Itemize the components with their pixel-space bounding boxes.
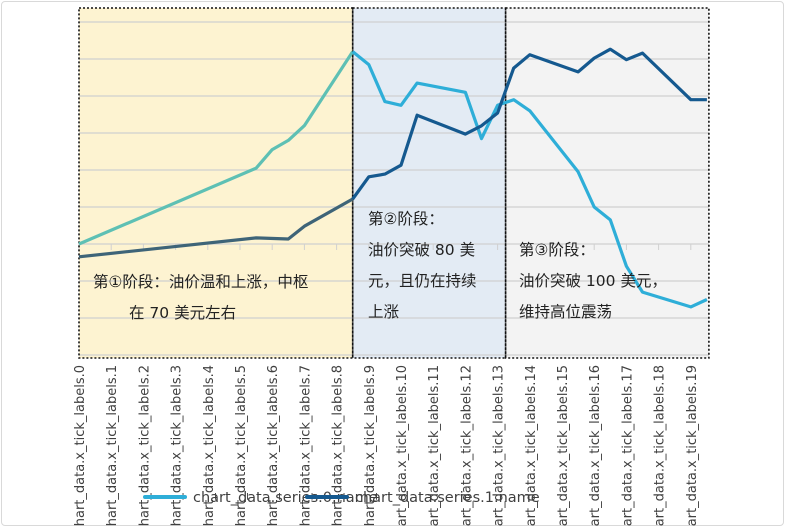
x-tick-label: chart_data.x_tick_labels.2 — [137, 365, 152, 527]
phase-1-border — [78, 7, 354, 359]
x-tick-label: chart_data.x_tick_labels.11 — [427, 365, 442, 527]
x-tick-label: chart_data.x_tick_labels.8 — [331, 365, 346, 527]
phase-3-annotation: 油价突破 100 美元， — [519, 272, 667, 290]
x-tick-label: chart_data.x_tick_labels.10 — [395, 365, 410, 527]
phase-3-background — [505, 8, 709, 358]
x-tick-label: chart_data.x_tick_labels.14 — [524, 365, 539, 527]
x-tick-label: chart_data.x_tick_labels.5 — [234, 365, 249, 527]
phase-3-annotation: 第③阶段： — [519, 241, 595, 259]
legend-label-1: chart_data.series.0.name — [193, 490, 378, 506]
phase-2-background — [352, 8, 506, 358]
x-tick-label: chart_data.x_tick_labels.7 — [298, 365, 313, 527]
phase-1-annotation: 在 70 美元左右 — [129, 304, 237, 322]
phase-3-annotation: 维持高位震荡 — [519, 303, 613, 321]
x-tick-label: chart_data.x_tick_labels.16 — [588, 365, 603, 527]
legend-label-2: chart_data.series.1.name — [355, 490, 540, 506]
x-tick-label: chart_data.x_tick_labels.9 — [363, 365, 378, 527]
x-tick-label: chart_data.x_tick_labels.19 — [685, 365, 700, 527]
phase-2-annotation: 上涨 — [368, 303, 400, 321]
x-tick-label: chart_data.x_tick_labels.12 — [459, 365, 474, 527]
x-tick-label: chart_data.x_tick_labels.17 — [620, 365, 635, 527]
phase-3-border — [504, 7, 710, 359]
x-tick-label: chart_data.x_tick_labels.15 — [556, 365, 571, 527]
series-2-line — [351, 47, 707, 200]
phase-2-annotation: 第②阶段： — [368, 210, 444, 228]
x-tick-label: chart_data.x_tick_labels.4 — [202, 365, 217, 527]
phase-2-annotation: 元，且仍在持续 — [368, 272, 477, 290]
x-tick-label: chart_data.x_tick_labels.13 — [492, 365, 507, 527]
x-tick-label: chart_data.x_tick_labels.6 — [266, 365, 281, 527]
x-tick-label: chart_data.x_tick_labels.3 — [170, 365, 185, 527]
phase-2-annotation: 油价突破 80 美 — [368, 241, 476, 259]
phase-2-border — [351, 7, 507, 359]
x-tick-label: chart_data.x_tick_labels.0 — [73, 365, 88, 527]
x-tick-label: chart_data.x_tick_labels.1 — [105, 365, 120, 527]
series-1-line-phase1 — [78, 50, 355, 246]
phase-1-background — [79, 8, 353, 358]
phase-1-annotation: 第①阶段：油价温和上涨，中枢 — [93, 273, 309, 291]
x-tick-label: chart_data.x_tick_labels.18 — [653, 365, 668, 527]
series-1-line — [351, 50, 708, 309]
series-2-line-phase1 — [78, 197, 354, 259]
